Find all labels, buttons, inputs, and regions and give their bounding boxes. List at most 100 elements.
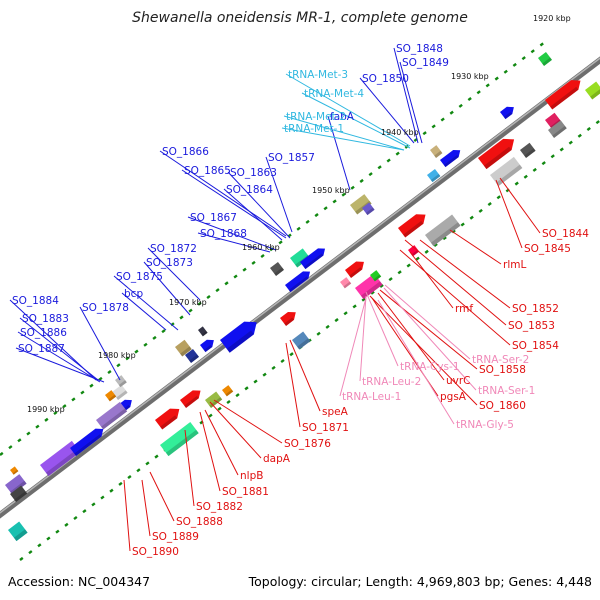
gene-label-red: SO_1858 [479, 364, 526, 376]
gene-arrow-forward [220, 321, 257, 353]
tick-dash [514, 181, 519, 186]
gene-label-red: SO_1845 [524, 243, 571, 255]
gene-features [5, 51, 600, 542]
tick-dash [118, 481, 123, 486]
tick-dash [449, 110, 454, 115]
label-connector-line [143, 261, 191, 316]
tick-dash [251, 260, 256, 265]
label-connector-line [79, 306, 121, 381]
gene-arrow-reverse [180, 390, 201, 408]
tick-dash [73, 515, 78, 521]
tick-dash [496, 195, 501, 200]
accession-text: Accession: NC_004347 [8, 574, 151, 589]
tick-dash [467, 97, 472, 102]
label-connector-line [121, 292, 167, 331]
tick-dash [550, 154, 555, 159]
tick-dash [532, 167, 537, 172]
gene-label-red: SO_1854 [512, 340, 559, 352]
gene-label-blue: SO_1868 [200, 228, 247, 240]
kbp-tick-label: 1930 kbp [451, 72, 489, 81]
tick-dash [152, 335, 157, 340]
tick-dash [260, 254, 265, 259]
trna-label-cyan: tRNA-Met-1 [284, 123, 344, 135]
tick-dash [262, 372, 267, 377]
tick-dash [62, 404, 67, 409]
gene-box [8, 521, 28, 542]
label-connector-line [419, 239, 511, 309]
label-connector-line [147, 247, 201, 301]
tick-dash [217, 406, 222, 411]
label-connector-line [19, 317, 99, 381]
gene-label-blue: SO_1867 [190, 212, 237, 224]
tick-dash [541, 161, 546, 166]
tick-dash [244, 386, 249, 391]
gene-arrow-forward [285, 271, 311, 293]
label-connector-line [213, 399, 283, 444]
tick-dash [100, 495, 105, 500]
label-connector-line [369, 295, 478, 406]
gene-box [185, 348, 200, 363]
kbp-tick-label: 1940 kbp [381, 128, 419, 137]
label-connector-line [184, 429, 195, 507]
tick-dash [206, 294, 211, 299]
gene-label-blue: SO_1866 [162, 146, 209, 158]
tick-dash [82, 509, 87, 514]
label-connector-line [123, 479, 131, 552]
tick-dash [577, 133, 582, 138]
gene-label-red: SO_1844 [542, 228, 589, 240]
gene-label-red: SO_1852 [512, 303, 559, 315]
label-connector-line [181, 169, 287, 239]
trna-label-cyan: tRNA-Met-3 [288, 69, 348, 81]
trna-label-pink: tRNA-Ser-1 [478, 385, 535, 397]
label-connector-line [141, 479, 151, 537]
tick-dash [44, 417, 49, 422]
gene-arrow-reverse [478, 138, 515, 170]
tick-dash [478, 208, 483, 213]
gene-label-red: SO_1890 [132, 546, 179, 558]
gene-label-red: SO_1889 [152, 531, 199, 543]
tick-dash [19, 556, 24, 561]
gene-label-blue: SO_1849 [402, 57, 449, 69]
tick-dash [568, 140, 573, 145]
trna-label-pink: tRNA-Cys-1 [400, 361, 460, 373]
gene-box [425, 214, 461, 247]
tick-dash [494, 76, 499, 81]
tick-dash [397, 270, 402, 275]
label-connector-line [409, 251, 454, 309]
tick-dash [316, 331, 321, 336]
tick-dash [334, 318, 339, 323]
trna-label-pink: tRNA-Ser-2 [472, 354, 529, 366]
gene-box [430, 145, 443, 158]
gene-arrow-forward [440, 149, 461, 168]
tick-dash [341, 192, 346, 197]
gene-label-red: rmf [455, 303, 473, 315]
gene-label-red: SO_1853 [508, 320, 555, 332]
tick-dash [188, 308, 193, 313]
tick-dash [125, 356, 130, 361]
tick-dash [332, 199, 337, 204]
tick-dash [460, 222, 465, 227]
label-connector-line [289, 339, 321, 412]
tick-dash [476, 90, 481, 95]
label-connector-line [265, 156, 293, 233]
gene-label-blue: SO_1887 [18, 343, 65, 355]
tick-dash [64, 522, 69, 527]
tick-dash [154, 454, 159, 459]
gene-arrow-reverse [398, 214, 426, 238]
tick-dash [26, 431, 31, 436]
gene-label-blue: SO_1873 [146, 257, 193, 269]
label-connector-line [285, 73, 411, 147]
label-connector-line [359, 77, 415, 144]
tick-dash [361, 297, 366, 302]
label-connector-line [327, 115, 351, 191]
label-connector-line [149, 471, 175, 522]
tick-dash [280, 359, 285, 364]
tick-dash [145, 461, 150, 466]
tick-dash [91, 502, 96, 507]
gene-box [115, 375, 127, 388]
tick-dash [289, 352, 294, 357]
tick-dash [586, 126, 591, 131]
tick-dash [242, 267, 247, 272]
label-connector-line [404, 239, 507, 326]
tick-dash [377, 165, 382, 170]
